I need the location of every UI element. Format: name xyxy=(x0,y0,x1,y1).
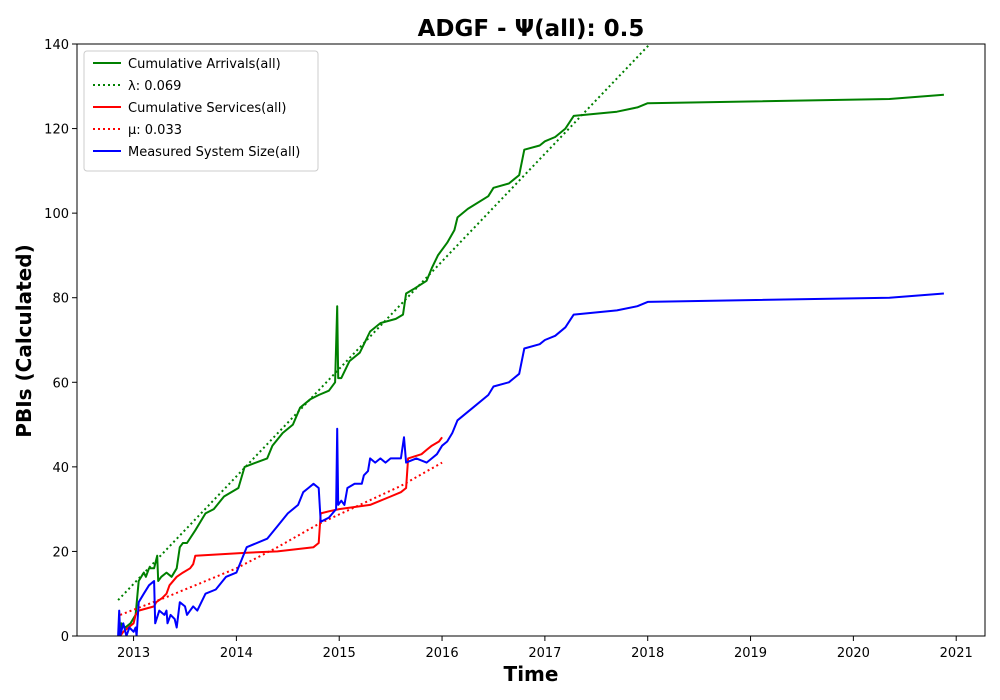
plot-area xyxy=(117,44,944,636)
series-line-2 xyxy=(117,44,652,601)
y-tick-label: 100 xyxy=(44,207,69,222)
y-tick-label: 80 xyxy=(52,292,69,307)
series-line-4 xyxy=(119,461,443,616)
y-axis-title: PBIs (Calculated) xyxy=(12,244,36,437)
x-tick-label: 2014 xyxy=(220,646,253,661)
x-tick-label: 2015 xyxy=(323,646,356,661)
y-tick-label: 120 xyxy=(44,123,69,138)
x-axis-ticks: 2013 2014 2015 2016 2017 2018 2019 2020 2021 xyxy=(117,636,973,661)
x-tick-label: 2013 xyxy=(117,646,150,661)
legend-label: Cumulative Arrivals(all) xyxy=(128,57,281,72)
x-tick-label: 2017 xyxy=(528,646,561,661)
series-line-1 xyxy=(119,93,944,636)
plot-frame xyxy=(76,43,986,637)
y-axis-ticks: 0 20 40 60 80 100 120 140 xyxy=(44,38,77,645)
legend-label: λ: 0.069 xyxy=(128,79,181,94)
legend: Cumulative Arrivals(all) λ: 0.069 Cumulati… xyxy=(83,50,319,172)
y-tick-label: 40 xyxy=(52,461,69,476)
y-tick-label: 60 xyxy=(52,376,69,391)
x-tick-label: 2018 xyxy=(631,646,664,661)
legend-label: μ: 0.033 xyxy=(128,123,182,138)
y-tick-label: 20 xyxy=(52,545,69,560)
chart-title: ADGF - Ψ(all): 0.5 xyxy=(418,16,645,42)
series-line-5 xyxy=(117,292,944,636)
x-tick-label: 2016 xyxy=(426,646,459,661)
x-axis-title: Time xyxy=(504,662,559,686)
x-tick-label: 2019 xyxy=(734,646,767,661)
y-tick-label: 140 xyxy=(44,38,69,53)
x-tick-label: 2020 xyxy=(837,646,870,661)
legend-label: Measured System Size(all) xyxy=(128,145,300,160)
series-line-3 xyxy=(119,436,443,636)
x-tick-label: 2021 xyxy=(940,646,973,661)
y-tick-label: 0 xyxy=(61,630,69,645)
legend-label: Cumulative Services(all) xyxy=(128,101,286,116)
legend-box xyxy=(83,50,319,172)
